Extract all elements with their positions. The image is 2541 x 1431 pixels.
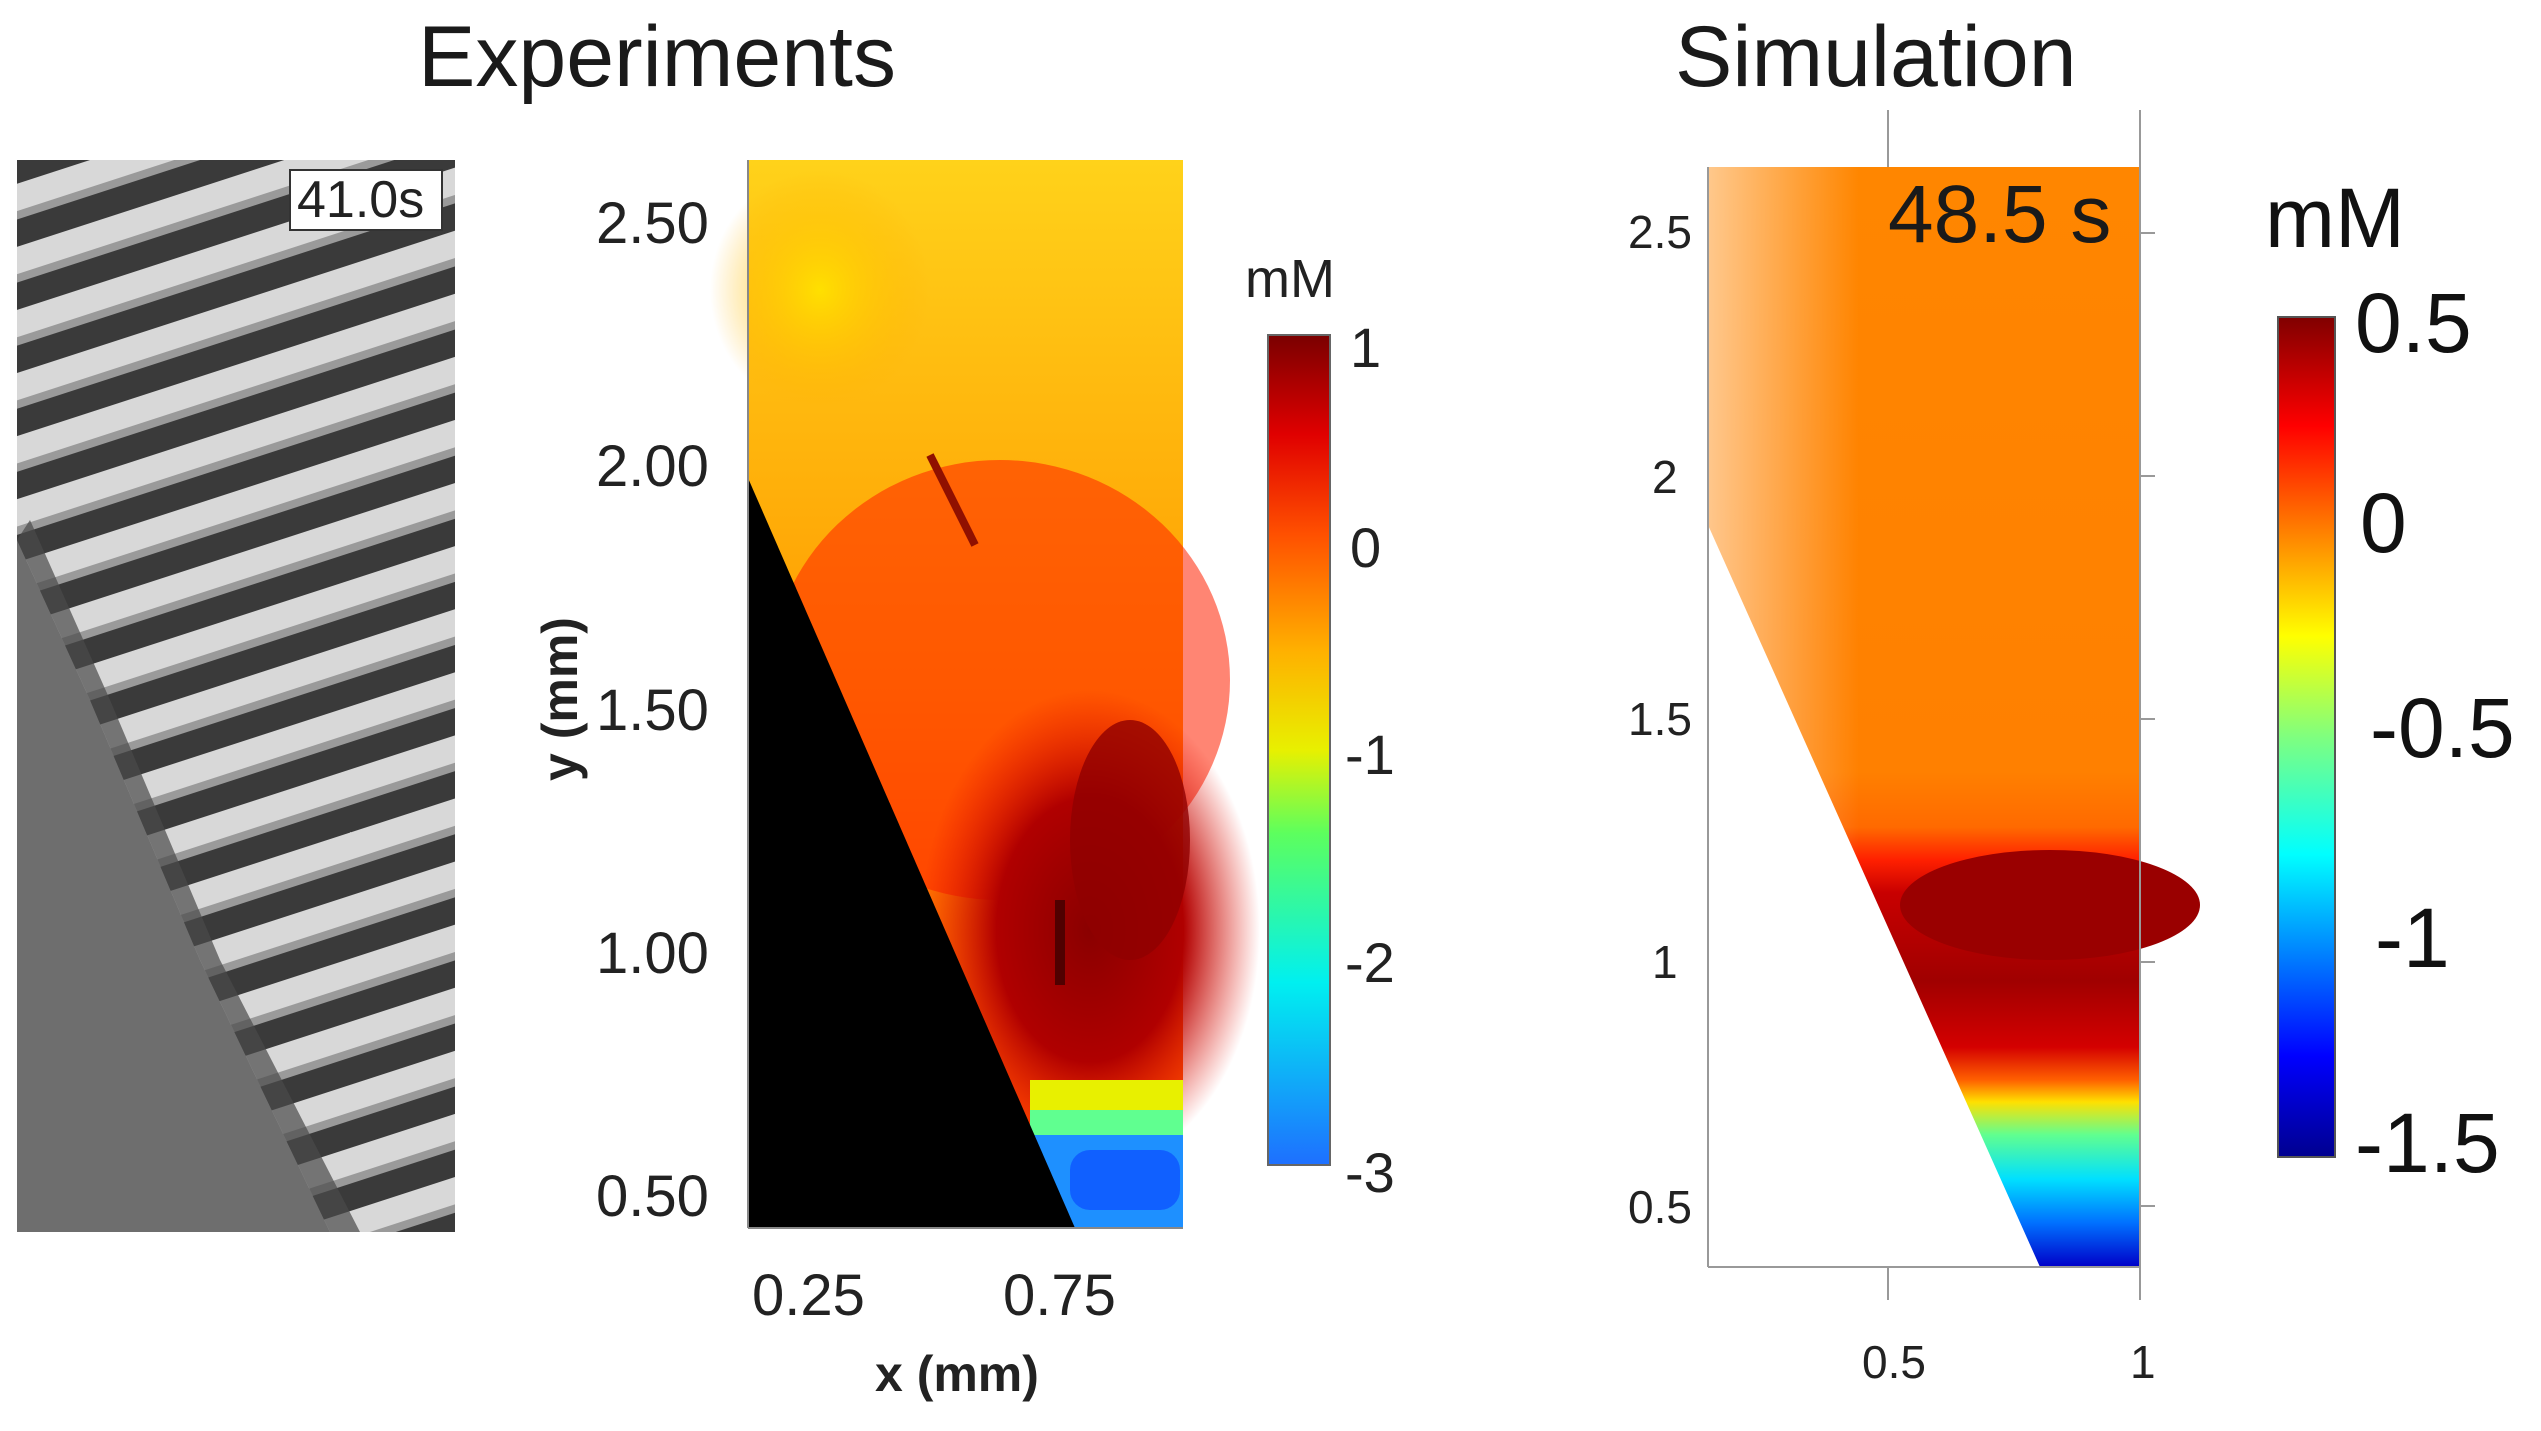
exp-x-tick: 0.25 — [752, 1263, 865, 1328]
simulation-colorbar — [2277, 316, 2336, 1158]
sim-y-tick: 2.5 — [1628, 206, 1692, 258]
sim-x-tick: 0.5 — [1862, 1336, 1926, 1388]
exp-y-tick: 0.50 — [596, 1164, 709, 1229]
simulation-heatmap — [1708, 167, 2200, 1267]
sim-y-tick: 1 — [1652, 936, 1678, 988]
sim-x-tick: 1 — [2130, 1336, 2156, 1388]
sim-y-tick: 0.5 — [1628, 1181, 1692, 1233]
timestamp-box — [289, 169, 443, 231]
exp-colorbar-unit: mM — [1245, 249, 1335, 309]
simulation-axes — [1707, 110, 2155, 1300]
exp-y-tick: 1.50 — [596, 678, 709, 743]
sim-colorbar-tick: -0.5 — [2370, 681, 2515, 775]
exp-x-tick: 0.75 — [1003, 1263, 1116, 1328]
exp-colorbar-tick: -2 — [1345, 931, 1395, 994]
sim-colorbar-tick: 0 — [2360, 476, 2407, 570]
experiments-axes — [747, 160, 1183, 1229]
sim-colorbar-tick: -1 — [2375, 891, 2450, 985]
simulation-time-annotation: 48.5 s — [1888, 169, 2112, 260]
exp-colorbar-tick: -3 — [1345, 1141, 1395, 1204]
experiments-heatmap — [710, 160, 1260, 1228]
exp-colorbar-tick: -1 — [1345, 723, 1395, 786]
exp-x-axis-label: x (mm) — [875, 1346, 1039, 1402]
sim-colorbar-unit: mM — [2265, 171, 2405, 265]
experiments-colorbar — [1267, 334, 1331, 1166]
sim-colorbar-tick: -1.5 — [2355, 1096, 2500, 1190]
interference-photo — [17, 160, 455, 1232]
exp-colorbar-tick: 1 — [1350, 316, 1382, 379]
photo-timestamp: 41.0s — [297, 171, 425, 229]
sim-y-tick: 2 — [1652, 451, 1678, 503]
exp-y-axis-label: y (mm) — [531, 617, 588, 781]
sim-colorbar-tick: 0.5 — [2355, 276, 2472, 370]
exp-y-tick: 2.00 — [596, 434, 709, 499]
exp-y-tick: 2.50 — [596, 191, 709, 256]
sim-y-tick: 1.5 — [1628, 693, 1692, 745]
exp-y-tick: 1.00 — [596, 921, 709, 986]
simulation-title: Simulation — [1675, 9, 2077, 105]
experiments-title: Experiments — [418, 9, 896, 105]
exp-colorbar-tick: 0 — [1350, 516, 1382, 579]
